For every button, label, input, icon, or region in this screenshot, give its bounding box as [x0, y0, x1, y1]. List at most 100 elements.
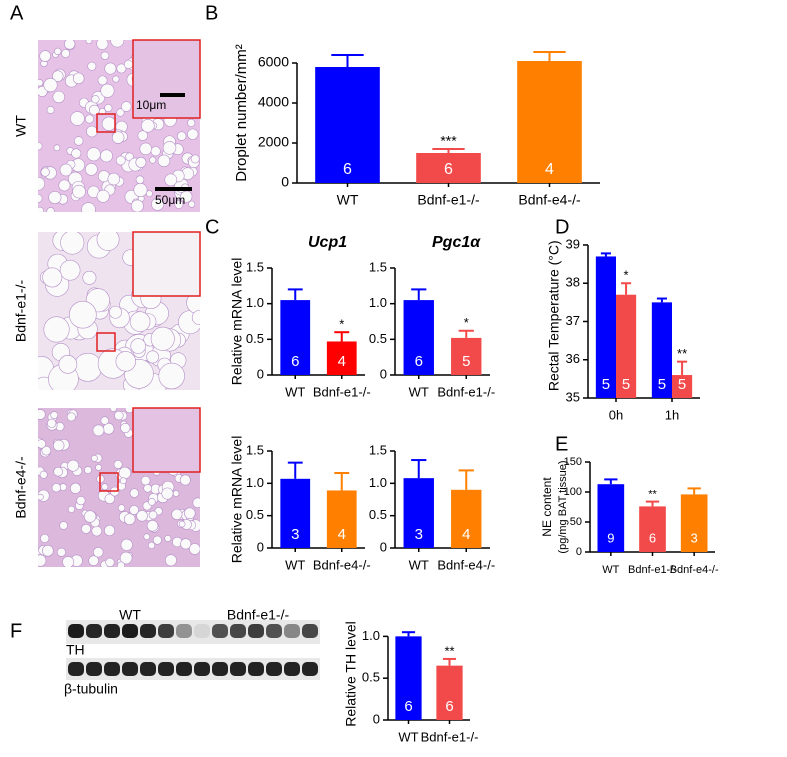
cell — [73, 136, 84, 146]
cell — [149, 156, 157, 164]
cell — [59, 163, 73, 177]
cell — [172, 490, 180, 497]
x-tick-label: Bdnf-e4-/- — [670, 564, 719, 576]
cell — [162, 141, 177, 155]
panel-letter: E — [555, 433, 568, 455]
chart-title: Ucp1 — [308, 234, 347, 251]
cell — [104, 62, 117, 75]
cell — [191, 310, 200, 325]
cell — [104, 493, 115, 505]
cell — [130, 338, 146, 354]
cell — [85, 163, 98, 176]
panel-letter: B — [205, 2, 218, 24]
cell — [64, 40, 76, 50]
cell — [69, 482, 82, 494]
cell — [133, 183, 148, 197]
scale-label: 50μm — [155, 193, 185, 207]
cell — [52, 90, 65, 104]
cell — [113, 459, 123, 469]
cell — [91, 95, 100, 104]
cell — [43, 316, 70, 343]
bar — [326, 490, 357, 548]
bar — [326, 341, 357, 375]
row-label: Bdnf-e4-/- — [13, 456, 29, 519]
cell — [109, 408, 118, 412]
blot-group: WT — [119, 607, 141, 623]
cell — [129, 505, 139, 515]
n-label: 6 — [444, 161, 453, 178]
inset-region — [96, 113, 116, 133]
cell — [101, 483, 109, 491]
cell — [120, 538, 133, 551]
bar — [595, 256, 616, 398]
y-tick-label: 39 — [566, 236, 580, 251]
cell — [120, 422, 131, 434]
cell — [67, 459, 80, 472]
inset-region — [99, 472, 119, 492]
significance: ** — [677, 346, 687, 361]
cell — [116, 63, 127, 74]
cell — [148, 510, 158, 520]
x-tick-label: WT — [409, 384, 429, 399]
cell — [38, 193, 43, 203]
cell — [82, 270, 97, 285]
cell — [117, 504, 126, 512]
cell — [109, 305, 122, 319]
bar — [403, 478, 434, 548]
inset — [132, 407, 201, 473]
y-axis-label: Rectal Temperature (°C) — [546, 240, 562, 391]
n-label: 4 — [338, 526, 346, 543]
y-tick-label: 1.0 — [246, 475, 264, 490]
cell — [62, 556, 75, 567]
cell — [119, 477, 127, 485]
band — [284, 624, 300, 638]
cell — [118, 466, 132, 480]
n-label: 9 — [607, 530, 614, 545]
cell — [100, 83, 115, 98]
bar — [403, 300, 434, 375]
cell — [96, 232, 120, 251]
band — [140, 624, 156, 638]
y-tick-label: 0 — [281, 174, 289, 190]
cell — [54, 47, 62, 56]
bar — [672, 375, 693, 398]
cell — [150, 146, 161, 157]
cell — [42, 544, 54, 557]
cell — [129, 488, 140, 498]
band — [158, 662, 174, 676]
y-tick-label: 100 — [564, 486, 582, 498]
cell — [143, 484, 152, 493]
y-axis-unit: (pg/mg BAT tissue) — [557, 460, 569, 553]
cell — [115, 351, 136, 372]
cell — [38, 206, 45, 212]
cell — [38, 79, 44, 87]
cell — [81, 523, 92, 534]
cell — [52, 70, 64, 82]
cell — [59, 521, 68, 530]
x-tick-label: Bdnf-e1-/- — [313, 384, 371, 399]
x-tick-label: WT — [409, 557, 429, 572]
cell — [88, 555, 99, 566]
y-tick-label: 1.5 — [369, 442, 387, 457]
band — [158, 624, 174, 638]
cell — [135, 175, 145, 185]
cell — [140, 475, 151, 486]
cell — [105, 557, 115, 567]
bar — [280, 300, 311, 375]
cell — [146, 350, 160, 364]
bar — [597, 484, 625, 552]
cell — [96, 40, 109, 50]
y-tick-label: 38 — [566, 275, 580, 290]
y-tick-label: 50 — [570, 516, 582, 528]
cell — [164, 173, 178, 187]
y-tick-label: 0.5 — [246, 507, 264, 522]
cell — [137, 130, 148, 141]
cell — [188, 200, 196, 208]
band — [266, 624, 282, 638]
cell — [130, 199, 144, 212]
cell — [100, 51, 110, 60]
y-tick-label: 2000 — [258, 134, 289, 150]
cell — [61, 49, 71, 58]
cell — [72, 72, 85, 85]
x-tick-label: Bdnf-e4-/- — [313, 557, 371, 572]
